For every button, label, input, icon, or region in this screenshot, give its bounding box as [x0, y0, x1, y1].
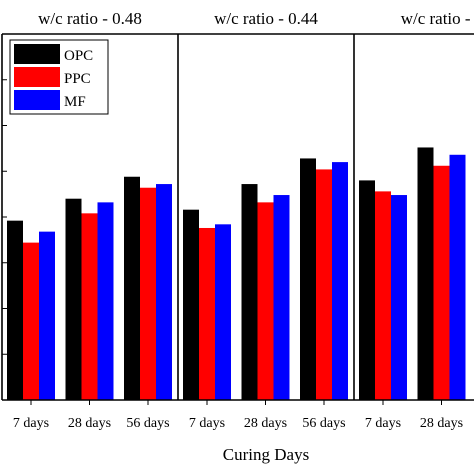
bar-ppc-28-days: [433, 165, 450, 400]
bar-mf-7-days: [39, 231, 55, 400]
legend: OPC PPC MF: [9, 39, 109, 115]
bar-ppc-56-days: [316, 169, 332, 400]
x-tick-label: 28 days: [420, 416, 463, 431]
bar-ppc-7-days: [23, 242, 39, 400]
bar-opc-7-days: [359, 180, 375, 400]
bars-layer: [7, 147, 466, 400]
legend-label-opc: OPC: [64, 48, 93, 64]
bar-opc-28-days: [417, 147, 434, 400]
bar-mf-7-days: [391, 195, 407, 400]
x-tick-label: 7 days: [189, 416, 225, 431]
bar-mf-28-days: [273, 195, 290, 400]
bar-opc-7-days: [7, 220, 23, 400]
bar-mf-28-days: [97, 202, 114, 400]
panel-title: w/c ratio - 0.48: [38, 9, 142, 28]
x-axis-label: Curing Days: [223, 445, 309, 464]
x-tick-label: 28 days: [68, 416, 111, 431]
bar-ppc-7-days: [199, 227, 215, 400]
x-tick-label: 56 days: [302, 416, 345, 431]
bar-opc-7-days: [183, 209, 199, 400]
legend-swatch-mf: [14, 90, 60, 110]
bar-ppc-28-days: [257, 202, 274, 400]
bar-opc-56-days: [124, 176, 140, 400]
bar-mf-56-days: [156, 184, 172, 400]
x-tick-label: 7 days: [13, 416, 49, 431]
bar-ppc-28-days: [81, 213, 98, 400]
bar-opc-28-days: [65, 198, 82, 400]
x-tick-label: 56 days: [126, 416, 169, 431]
bar-opc-56-days: [300, 158, 316, 400]
panel-titles: w/c ratio - 0.48 w/c ratio - 0.44 w/c rati…: [38, 9, 474, 28]
panel-title: w/c ratio - 0: [401, 9, 474, 28]
legend-swatch-opc: [14, 44, 60, 64]
legend-label-ppc: PPC: [64, 71, 91, 87]
x-tick-label: 7 days: [365, 416, 401, 431]
x-tick-label: 28 days: [244, 416, 287, 431]
bar-mf-56-days: [332, 162, 348, 400]
panel-title: w/c ratio - 0.44: [214, 9, 318, 28]
legend-swatch-ppc: [14, 67, 60, 87]
bar-mf-7-days: [215, 224, 231, 400]
bar-ppc-56-days: [140, 187, 156, 400]
tick-labels: 7 days 28 days 56 days 7 days 28 days 56 days…: [13, 416, 463, 431]
bar-mf-28-days: [449, 154, 466, 400]
bar-opc-28-days: [241, 184, 258, 400]
bar-ppc-7-days: [375, 191, 391, 400]
legend-label-mf: MF: [64, 94, 86, 110]
axis-ticks: [2, 33, 442, 405]
